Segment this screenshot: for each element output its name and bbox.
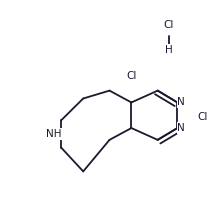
Text: N: N bbox=[177, 123, 185, 133]
Text: H: H bbox=[165, 45, 173, 55]
Text: Cl: Cl bbox=[197, 112, 207, 122]
Text: Cl: Cl bbox=[163, 20, 174, 30]
Text: Cl: Cl bbox=[126, 71, 137, 81]
Text: N: N bbox=[177, 98, 185, 107]
Text: NH: NH bbox=[46, 129, 61, 139]
